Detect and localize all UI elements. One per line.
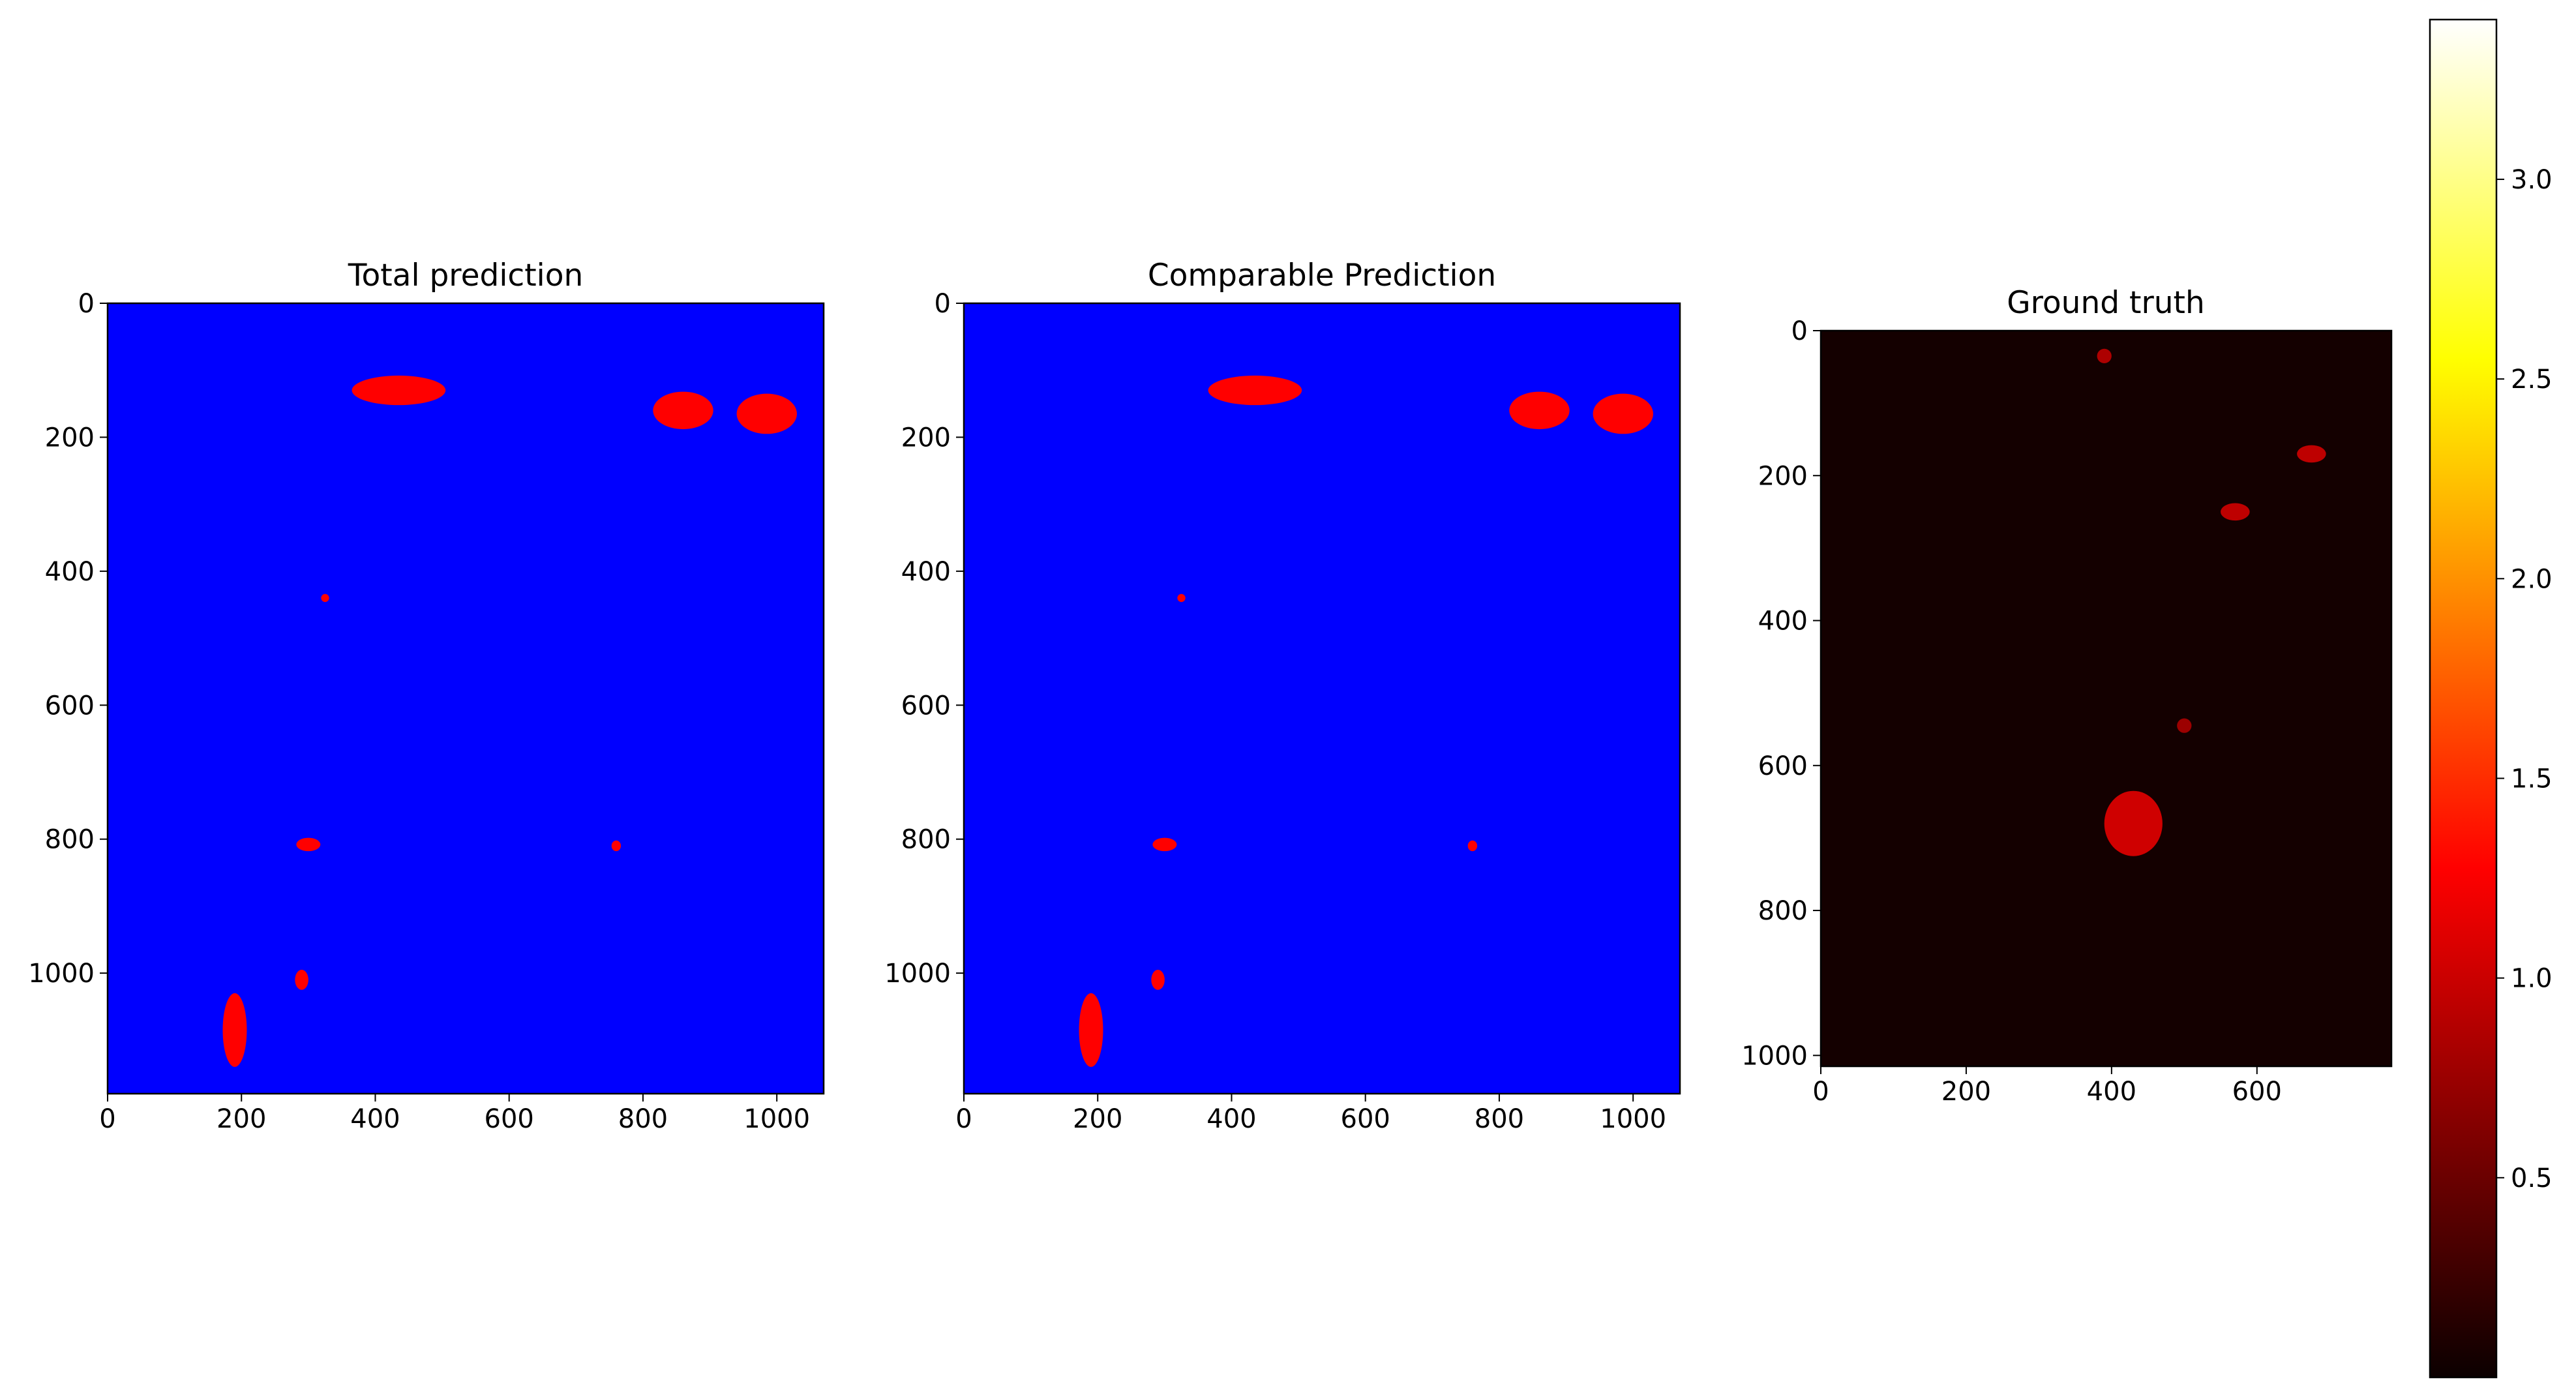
heatmap-hotspot xyxy=(2221,503,2250,521)
panel-total-prediction: Total prediction 0 200 400 600 800 1000 0 200 40… xyxy=(28,258,825,1134)
axis-ticks: 0 200 400 600 800 1000 0 200 400 600 800 1000 xyxy=(28,289,810,1134)
x-tick-label: 400 xyxy=(350,1104,400,1134)
x-tick-label: 200 xyxy=(217,1104,266,1134)
mask-region xyxy=(1152,837,1177,852)
colorbar-tick-label: 0.5 xyxy=(2511,1163,2553,1193)
x-tick-label: 200 xyxy=(1073,1104,1122,1134)
mask-regions xyxy=(222,375,797,1067)
heatmap-hotspots xyxy=(2097,348,2326,856)
colorbar-ticks: 0.5 1.0 1.5 2.0 2.5 3.0 xyxy=(2496,165,2553,1193)
y-tick-label: 0 xyxy=(78,289,95,319)
x-tick-label: 600 xyxy=(485,1104,534,1134)
panel-title: Ground truth xyxy=(2007,285,2205,321)
axes-frame xyxy=(963,302,1681,1095)
colorbar: 0.5 1.0 1.5 2.0 2.5 3.0 xyxy=(2429,18,2553,1379)
y-tick-label: 1000 xyxy=(884,959,951,989)
mask-region xyxy=(1509,391,1570,430)
mask-region xyxy=(1593,393,1653,434)
mask-region xyxy=(653,391,713,430)
y-tick-label: 1000 xyxy=(1741,1041,1808,1071)
y-tick-label: 200 xyxy=(45,423,95,453)
x-tick-label: 200 xyxy=(1941,1077,1991,1107)
colorbar-tick-label: 3.0 xyxy=(2511,165,2553,195)
panel-title: Total prediction xyxy=(348,258,584,293)
panel-title: Comparable Prediction xyxy=(1148,258,1496,293)
x-tick-label: 600 xyxy=(2232,1077,2282,1107)
x-tick-label: 0 xyxy=(955,1104,972,1134)
panel-ground-truth: Ground truth 0 200 400 600 0 200 400 600 800 1000 xyxy=(1741,285,2393,1107)
mask-region xyxy=(611,840,622,852)
mask-region xyxy=(295,969,308,990)
mask-region xyxy=(296,837,321,852)
panel-comparable-prediction: Comparable Prediction 0 200 400 600 800 10000… xyxy=(884,258,1681,1134)
y-tick-label: 800 xyxy=(45,825,95,855)
y-tick-label: 0 xyxy=(1791,316,1808,346)
x-tick-label: 1000 xyxy=(1600,1104,1666,1134)
axes-frame xyxy=(1820,329,2393,1068)
y-tick-label: 400 xyxy=(901,557,951,587)
mask-background xyxy=(108,303,824,1094)
colorbar-gradient xyxy=(2429,18,2498,1379)
heatmap-hotspot xyxy=(2177,718,2192,733)
x-tick-label: 400 xyxy=(2087,1077,2136,1107)
x-tick-label: 800 xyxy=(1475,1104,1524,1134)
mask-region xyxy=(1079,993,1103,1067)
mask-region xyxy=(352,375,446,406)
mask-region xyxy=(1208,375,1302,406)
y-tick-label: 800 xyxy=(901,825,951,855)
x-tick-label: 400 xyxy=(1206,1104,1256,1134)
y-tick-label: 0 xyxy=(935,289,951,319)
mask-region xyxy=(321,593,329,603)
mask-region xyxy=(1467,840,1478,852)
x-tick-label: 1000 xyxy=(743,1104,810,1134)
colorbar-tick-label: 2.5 xyxy=(2511,365,2553,395)
colorbar-tick-label: 2.0 xyxy=(2511,564,2553,594)
y-tick-label: 600 xyxy=(45,691,95,721)
y-tick-label: 200 xyxy=(901,423,951,453)
mask-region xyxy=(222,993,247,1067)
mask-regions xyxy=(1079,375,1653,1067)
y-tick-label: 800 xyxy=(1758,896,1808,926)
y-tick-label: 1000 xyxy=(28,959,95,989)
x-tick-label: 800 xyxy=(618,1104,668,1134)
y-tick-label: 400 xyxy=(1758,607,1808,637)
y-tick-label: 400 xyxy=(45,557,95,587)
x-tick-label: 600 xyxy=(1341,1104,1390,1134)
mask-region xyxy=(1177,593,1186,603)
heatmap-hotspot xyxy=(2297,445,2326,463)
axis-ticks: 0 200 400 600 0 200 400 600 800 1000 xyxy=(1741,316,2282,1107)
y-tick-label: 600 xyxy=(1758,751,1808,781)
mask-background xyxy=(964,303,1680,1094)
heatmap-hotspot xyxy=(2104,790,2163,856)
y-tick-label: 200 xyxy=(1758,461,1808,491)
colorbar-tick-label: 1.5 xyxy=(2511,764,2553,794)
axes-frame xyxy=(106,302,825,1095)
mask-region xyxy=(1151,969,1165,990)
y-tick-label: 600 xyxy=(901,691,951,721)
axis-ticks: 0 200 400 600 800 1000 0 200 400 600 800 1000 xyxy=(884,289,1666,1134)
heatmap-hotspot xyxy=(2097,348,2112,364)
mask-region xyxy=(736,393,797,434)
colorbar-tick-label: 1.0 xyxy=(2511,964,2553,994)
x-tick-label: 0 xyxy=(1812,1077,1829,1107)
x-tick-label: 0 xyxy=(99,1104,115,1134)
heatmap-background xyxy=(1821,331,2391,1066)
